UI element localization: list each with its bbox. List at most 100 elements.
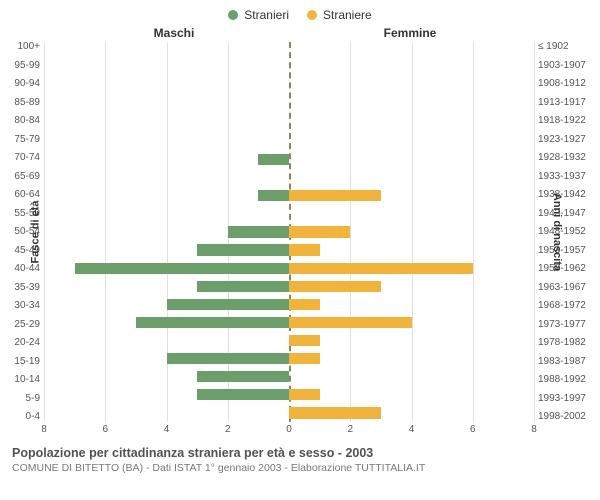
bar-female bbox=[289, 335, 320, 346]
y-tick-birth: 1908-1912 bbox=[538, 79, 590, 89]
plot-area: Fasce di età Anni di nascita 100+ 95-99 90… bbox=[10, 42, 590, 422]
x-tick: 4 bbox=[409, 424, 415, 435]
bar-female bbox=[289, 353, 320, 364]
bar-row bbox=[44, 259, 534, 277]
x-tick: 8 bbox=[41, 424, 47, 435]
y-tick-age: 40-44 bbox=[10, 264, 40, 274]
bar-row bbox=[44, 96, 534, 114]
bar-male bbox=[258, 154, 289, 165]
bar-row bbox=[44, 223, 534, 241]
bar-row bbox=[44, 42, 534, 60]
y-tick-age: 25-29 bbox=[10, 320, 40, 330]
bar-female bbox=[289, 226, 350, 237]
bar-female bbox=[289, 263, 473, 274]
bars-area bbox=[44, 42, 534, 422]
y-tick-birth: 1983-1987 bbox=[538, 357, 590, 367]
y-tick-age: 60-64 bbox=[10, 190, 40, 200]
bar-female bbox=[289, 281, 381, 292]
bar-female bbox=[289, 389, 320, 400]
bar-female bbox=[289, 317, 412, 328]
y-tick-age: 70-74 bbox=[10, 153, 40, 163]
y-tick-birth: 1923-1927 bbox=[538, 135, 590, 145]
y-tick-birth: 1938-1942 bbox=[538, 190, 590, 200]
legend: Stranieri Straniere bbox=[10, 8, 590, 22]
y-axis-left-label: Fasce di età bbox=[29, 201, 41, 264]
x-tick: 0 bbox=[286, 424, 292, 435]
y-tick-age: 100+ bbox=[10, 42, 40, 52]
bar-female bbox=[289, 244, 320, 255]
bar-female bbox=[289, 190, 381, 201]
bar-row bbox=[44, 368, 534, 386]
bar-row bbox=[44, 187, 534, 205]
y-tick-birth: 1968-1972 bbox=[538, 301, 590, 311]
y-tick-birth: 1943-1947 bbox=[538, 209, 590, 219]
bar-male bbox=[258, 190, 289, 201]
bar-male bbox=[197, 371, 289, 382]
caption: Popolazione per cittadinanza straniera p… bbox=[10, 446, 590, 474]
bar-row bbox=[44, 132, 534, 150]
y-tick-age: 85-89 bbox=[10, 98, 40, 108]
bar-row bbox=[44, 350, 534, 368]
y-axis-right-label: Anni di nascita bbox=[551, 193, 563, 271]
column-headers: Maschi Femmine bbox=[10, 26, 590, 40]
y-tick-birth: 1998-2002 bbox=[538, 412, 590, 422]
y-tick-birth: 1918-1922 bbox=[538, 116, 590, 126]
y-tick-age: 15-19 bbox=[10, 357, 40, 367]
bar-male bbox=[197, 244, 289, 255]
y-tick-birth: 1958-1962 bbox=[538, 264, 590, 274]
bar-row bbox=[44, 295, 534, 313]
y-tick-birth: 1948-1952 bbox=[538, 227, 590, 237]
x-tick: 2 bbox=[225, 424, 231, 435]
bar-male bbox=[197, 389, 289, 400]
bar-row bbox=[44, 205, 534, 223]
y-tick-birth: ≤ 1902 bbox=[538, 42, 590, 52]
bar-female bbox=[289, 299, 320, 310]
bar-row bbox=[44, 78, 534, 96]
bar-row bbox=[44, 60, 534, 78]
y-tick-birth: 1953-1957 bbox=[538, 246, 590, 256]
x-axis-ticks: 8 6 4 2 0 2 4 6 8 bbox=[44, 424, 534, 438]
y-tick-birth: 1988-1992 bbox=[538, 375, 590, 385]
bar-female bbox=[289, 407, 381, 418]
bar-male bbox=[167, 353, 290, 364]
y-tick-birth: 1903-1907 bbox=[538, 61, 590, 71]
x-tick: 8 bbox=[531, 424, 537, 435]
y-tick-age: 20-24 bbox=[10, 338, 40, 348]
caption-subtitle: COMUNE DI BITETTO (BA) - Dati ISTAT 1° g… bbox=[12, 462, 590, 474]
y-tick-age: 30-34 bbox=[10, 301, 40, 311]
y-tick-age: 95-99 bbox=[10, 61, 40, 71]
bar-row bbox=[44, 114, 534, 132]
x-tick: 4 bbox=[164, 424, 170, 435]
y-tick-age: 35-39 bbox=[10, 283, 40, 293]
legend-item-female: Straniere bbox=[307, 8, 372, 22]
x-axis: 8 6 4 2 0 2 4 6 8 bbox=[10, 424, 590, 438]
x-tick: 2 bbox=[347, 424, 353, 435]
x-tick: 6 bbox=[470, 424, 476, 435]
caption-title: Popolazione per cittadinanza straniera p… bbox=[12, 446, 590, 460]
population-pyramid-chart: Stranieri Straniere Maschi Femmine Fasce… bbox=[0, 0, 600, 500]
y-tick-age: 80-84 bbox=[10, 116, 40, 126]
bar-male bbox=[228, 226, 289, 237]
column-header-male: Maschi bbox=[56, 26, 292, 40]
y-tick-age: 75-79 bbox=[10, 135, 40, 145]
bar-male bbox=[167, 299, 290, 310]
y-tick-age: 90-94 bbox=[10, 79, 40, 89]
bar-row bbox=[44, 241, 534, 259]
y-tick-birth: 1913-1917 bbox=[538, 98, 590, 108]
y-tick-age: 65-69 bbox=[10, 172, 40, 182]
y-tick-birth: 1978-1982 bbox=[538, 338, 590, 348]
y-tick-age: 0-4 bbox=[10, 412, 40, 422]
legend-swatch-female bbox=[307, 10, 317, 20]
x-tick: 6 bbox=[102, 424, 108, 435]
bar-row bbox=[44, 404, 534, 422]
bar-row bbox=[44, 386, 534, 404]
y-tick-birth: 1928-1932 bbox=[538, 153, 590, 163]
legend-swatch-male bbox=[228, 10, 238, 20]
bar-row bbox=[44, 313, 534, 331]
bar-male bbox=[75, 263, 289, 274]
legend-label-female: Straniere bbox=[323, 8, 372, 22]
bar-row bbox=[44, 151, 534, 169]
y-tick-birth: 1933-1937 bbox=[538, 172, 590, 182]
legend-item-male: Stranieri bbox=[228, 8, 289, 22]
bar-male bbox=[197, 281, 289, 292]
